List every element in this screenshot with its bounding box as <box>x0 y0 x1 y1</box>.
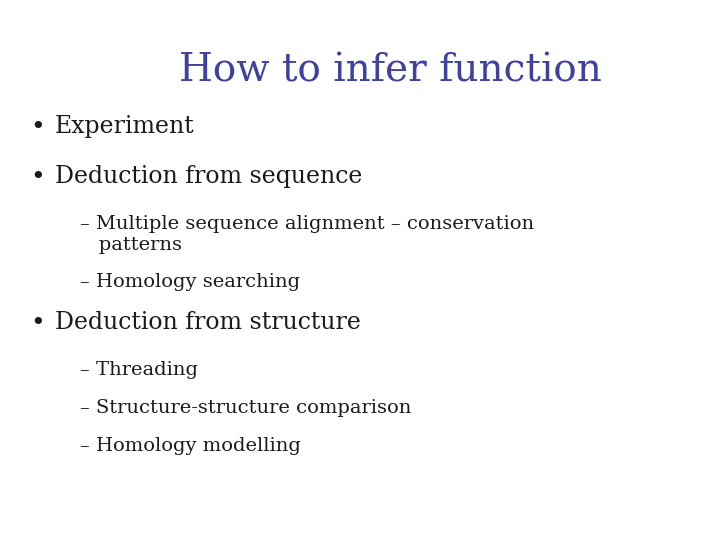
Text: – Multiple sequence alignment – conservation
   patterns: – Multiple sequence alignment – conserva… <box>80 215 534 254</box>
Text: – Threading: – Threading <box>80 361 198 379</box>
Text: Experiment: Experiment <box>55 115 194 138</box>
Text: How to infer function: How to infer function <box>179 52 601 89</box>
Text: •: • <box>30 115 45 139</box>
Text: •: • <box>30 311 45 335</box>
Text: – Structure-structure comparison: – Structure-structure comparison <box>80 399 411 417</box>
Text: Deduction from structure: Deduction from structure <box>55 311 361 334</box>
Text: – Homology modelling: – Homology modelling <box>80 437 301 455</box>
Text: •: • <box>30 165 45 189</box>
Text: – Homology searching: – Homology searching <box>80 273 300 291</box>
Text: Deduction from sequence: Deduction from sequence <box>55 165 362 188</box>
